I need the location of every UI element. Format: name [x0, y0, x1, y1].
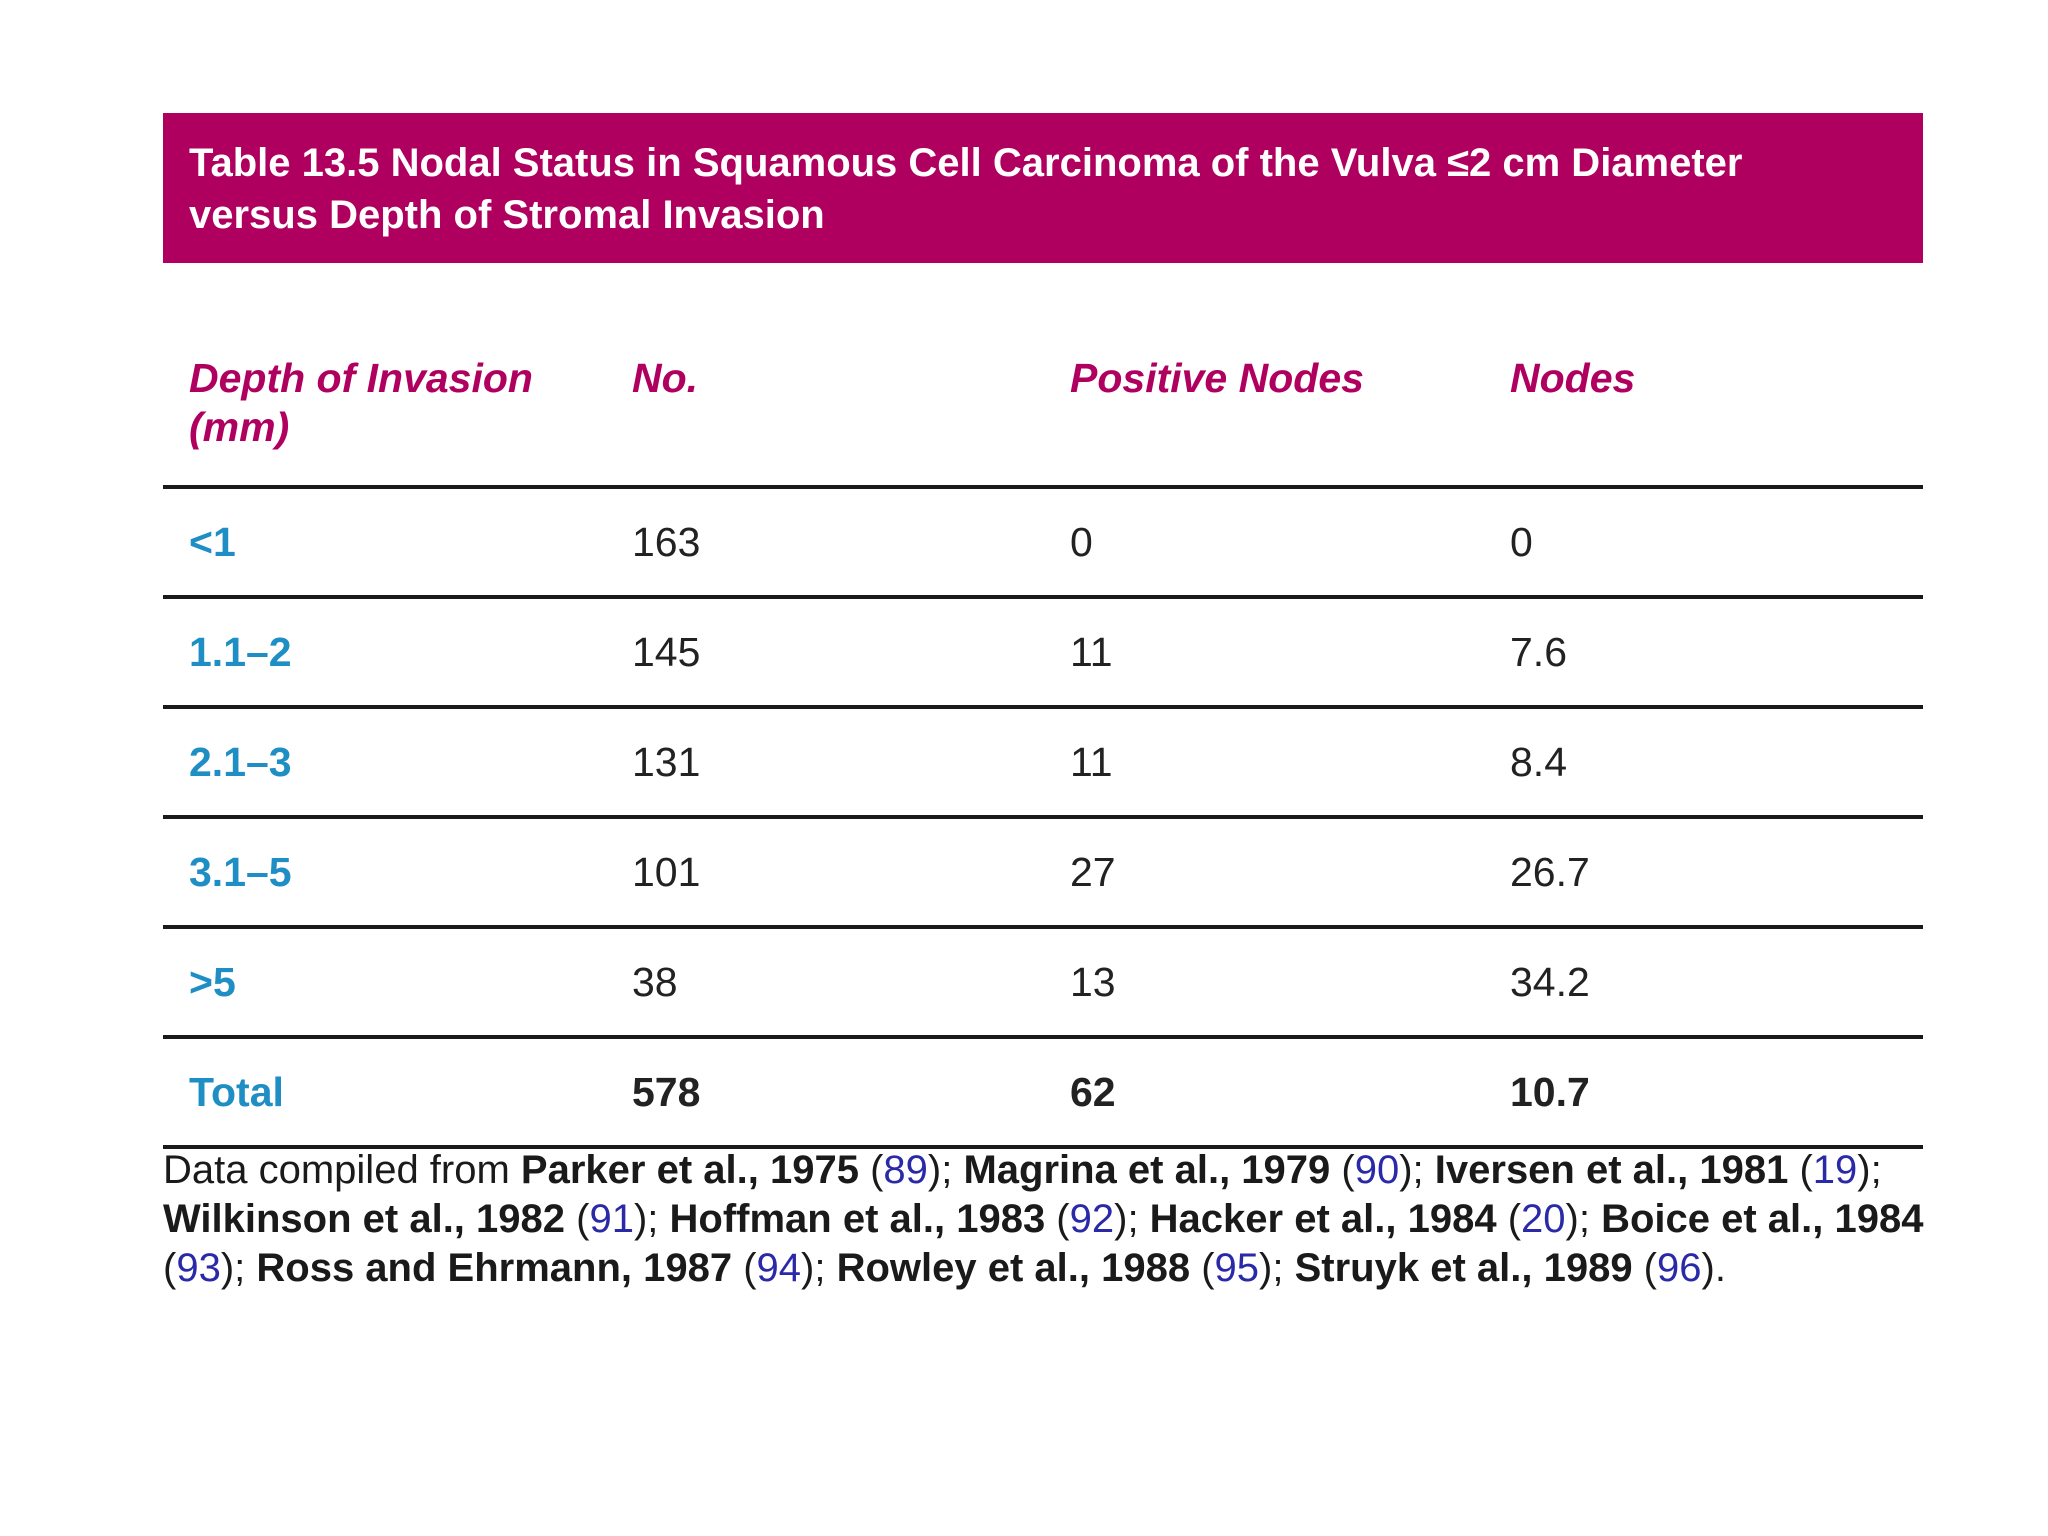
- header-no: No.: [632, 355, 699, 401]
- footnote-ref-number[interactable]: 94: [756, 1246, 802, 1290]
- table-title: Table 13.5 Nodal Status in Squamous Cell…: [163, 113, 1923, 263]
- cell-total-label: Total: [189, 1069, 284, 1115]
- table-footnote: Data compiled from Parker et al., 1975 (…: [163, 1148, 1924, 1290]
- cell-positive-nodes: 27: [1070, 849, 1116, 895]
- footnote-ref-number[interactable]: 89: [883, 1148, 928, 1192]
- cell-nodes: 7.6: [1510, 629, 1567, 675]
- footnote-ref-number[interactable]: 95: [1214, 1246, 1260, 1290]
- cell-nodes: 0: [1510, 519, 1533, 565]
- footnote-ref-name: Rowley et al., 1988: [836, 1246, 1191, 1290]
- footnote-ref-name: Hoffman et al., 1983: [669, 1197, 1046, 1241]
- footnote-ref-name: Struyk et al., 1989: [1294, 1246, 1633, 1290]
- cell-total-no: 578: [632, 1069, 701, 1115]
- footnote-ref-name: Ross and Ehrmann, 1987: [256, 1246, 733, 1290]
- cell-depth: 1.1–2: [189, 629, 292, 675]
- cell-positive-nodes: 11: [1070, 629, 1113, 675]
- header-depth-line-1: Depth of Invasion: [189, 355, 533, 401]
- footnote-ref-number[interactable]: 20: [1521, 1197, 1566, 1241]
- footnote-ref-name: Iversen et al., 1981: [1434, 1148, 1789, 1192]
- footnote-ref-number[interactable]: 92: [1069, 1197, 1115, 1241]
- cell-no: 38: [632, 959, 678, 1005]
- footnote-ref-number[interactable]: 93: [176, 1246, 221, 1290]
- cell-depth: 2.1–3: [189, 739, 292, 785]
- footnote-ref-name: Hacker et al., 1984: [1149, 1197, 1497, 1241]
- footnote-ref-name: Magrina et al., 1979: [963, 1148, 1331, 1192]
- nodal-status-table: Table 13.5 Nodal Status in Squamous Cell…: [163, 113, 1923, 1149]
- cell-depth: 3.1–5: [189, 849, 292, 895]
- cell-positive-nodes: 11: [1070, 739, 1113, 785]
- header-depth-of-invasion: Depth of Invasion (mm): [189, 354, 533, 452]
- cell-total-positive-nodes: 62: [1070, 1069, 1116, 1115]
- cell-no: 131: [632, 739, 701, 785]
- table-header-row: Depth of Invasion (mm) No. Positive Node…: [163, 263, 1923, 489]
- footnote-intro: Data compiled from: [163, 1148, 521, 1192]
- table-row: >5 38 13 34.2: [163, 929, 1923, 1039]
- cell-depth: <1: [189, 519, 236, 565]
- cell-no: 101: [632, 849, 701, 895]
- table-title-line-2: versus Depth of Stromal Invasion: [189, 193, 825, 237]
- cell-no: 145: [632, 629, 701, 675]
- footnote-ref-number[interactable]: 91: [589, 1197, 634, 1241]
- cell-positive-nodes: 0: [1070, 519, 1093, 565]
- cell-total-nodes: 10.7: [1510, 1069, 1590, 1115]
- footnote-ref-name: Parker et al., 1975: [520, 1148, 859, 1192]
- cell-nodes: 8.4: [1510, 739, 1567, 785]
- cell-nodes: 26.7: [1510, 849, 1590, 895]
- table-total-row: Total 578 62 10.7: [163, 1039, 1923, 1149]
- header-positive-nodes: Positive Nodes: [1070, 355, 1364, 401]
- table-title-line-1: Table 13.5 Nodal Status in Squamous Cell…: [189, 141, 1743, 185]
- header-depth-line-2: (mm): [189, 404, 290, 450]
- cell-depth: >5: [189, 959, 236, 1005]
- footnote-ref-name: Wilkinson et al., 1982: [163, 1197, 566, 1241]
- table-row: 1.1–2 145 11 7.6: [163, 599, 1923, 709]
- cell-nodes: 34.2: [1510, 959, 1590, 1005]
- table-row: <1 163 0 0: [163, 489, 1923, 599]
- footnote-ref-name: Boice et al., 1984: [1601, 1197, 1924, 1241]
- footnote-ref-number[interactable]: 96: [1657, 1246, 1702, 1290]
- header-nodes: Nodes: [1510, 355, 1636, 401]
- cell-no: 163: [632, 519, 701, 565]
- cell-positive-nodes: 13: [1070, 959, 1116, 1005]
- table-row: 2.1–3 131 11 8.4: [163, 709, 1923, 819]
- table-row: 3.1–5 101 27 26.7: [163, 819, 1923, 929]
- footnote-ref-number[interactable]: 90: [1354, 1148, 1400, 1192]
- footnote-ref-number[interactable]: 19: [1812, 1148, 1858, 1192]
